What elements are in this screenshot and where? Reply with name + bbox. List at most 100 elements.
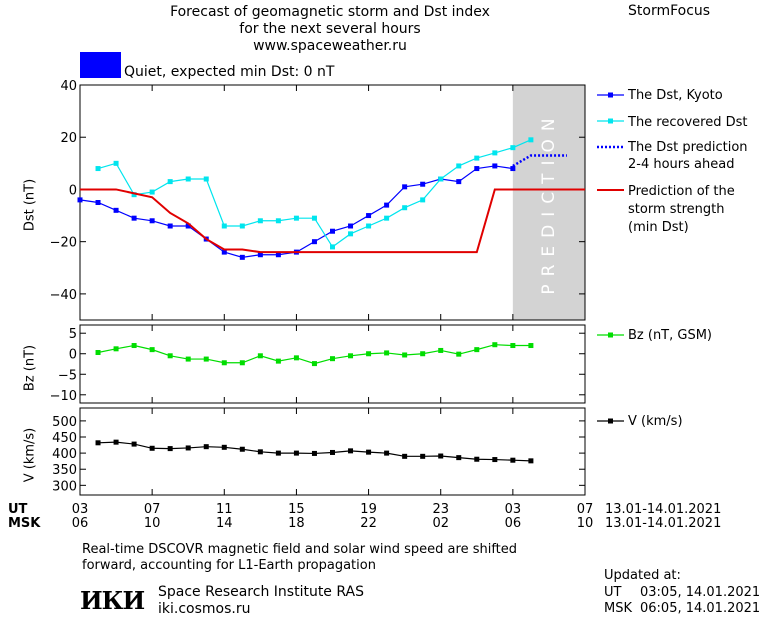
- bz-series-0-point: [149, 347, 155, 353]
- dst-series-1-point: [311, 215, 317, 221]
- dst-series-1-point: [185, 176, 191, 182]
- institute-site[interactable]: iki.cosmos.ru: [158, 601, 251, 617]
- dst-y-tick-label: 20: [60, 131, 77, 146]
- bz-series-0-point: [311, 361, 317, 367]
- legend-dst: The Dst, Kyoto: [628, 88, 723, 103]
- dst-series-1-point: [456, 163, 462, 169]
- legend-v: V (km/s): [628, 414, 683, 429]
- dst-series-1-point: [528, 137, 534, 143]
- dst-legend-marker: [608, 92, 613, 98]
- bz-legend-marker: [608, 332, 613, 338]
- dst-y-tick-label: 0: [69, 183, 77, 198]
- dst-series-1-point: [149, 189, 155, 195]
- v-series-0-point: [131, 441, 137, 447]
- v-series-0-point: [528, 458, 534, 464]
- msk-tick-label: 10: [144, 516, 161, 531]
- bz-series-0-point: [330, 356, 335, 362]
- updated-ut-label: UT: [604, 585, 622, 600]
- ut-tick-label: 19: [360, 502, 377, 517]
- status-color-swatch: [80, 52, 121, 78]
- dst-series-1-point: [330, 244, 335, 250]
- v-y-tick-label: 450: [52, 431, 77, 446]
- v-series-0-point: [330, 449, 335, 455]
- v-series-0-point: [474, 456, 480, 462]
- msk-tick-label: 06: [72, 516, 89, 531]
- bz-y-tick-label: −5: [58, 368, 77, 383]
- dst-y-tick-label: −40: [50, 288, 77, 303]
- bz-y-tick-label: −10: [50, 389, 77, 404]
- bz-series-0-point: [95, 350, 101, 356]
- bz-plot-frame: [79, 324, 586, 404]
- bz-series-0-point: [221, 360, 227, 366]
- dst-series-0-point: [474, 166, 480, 172]
- msk-tick-label: 06: [505, 516, 522, 531]
- bz-series-0-point: [348, 353, 354, 359]
- dst-y-tick-label: 40: [60, 79, 77, 94]
- status-label: Quiet, expected min Dst: 0 nT: [124, 64, 335, 80]
- updated-label: Updated at:: [604, 568, 681, 583]
- bz-series-0-point: [528, 343, 534, 349]
- dst-series-1-point: [474, 155, 480, 161]
- dst-series-1-point: [95, 166, 101, 172]
- bz-series-0-point: [131, 343, 137, 349]
- dst-series-1-point: [293, 215, 299, 221]
- dst-series-0-point: [257, 252, 263, 258]
- prediction-band: [512, 85, 585, 320]
- dst-series-0-point: [420, 181, 426, 187]
- dst-series-0-point: [402, 184, 408, 190]
- dst-series-1-point: [510, 145, 516, 151]
- bz-series-0-point: [203, 356, 209, 362]
- ut-tick-label: 23: [432, 502, 449, 517]
- ut-tick-label: 11: [216, 502, 233, 517]
- msk-tick-label: 22: [360, 516, 377, 531]
- iki-logo: ИКИ: [80, 586, 145, 615]
- dst-y-tick-label: −20: [50, 236, 77, 251]
- v-plot-frame: [79, 407, 586, 496]
- bz-series-0-point: [492, 342, 498, 348]
- bz-axis-label: Bz (nT): [22, 344, 38, 392]
- v-series-0-point: [239, 446, 245, 452]
- ut-row-label: UT: [8, 502, 28, 517]
- dst-series-0-point: [95, 200, 101, 205]
- legend-prediction-2: 2-4 hours ahead: [628, 157, 735, 172]
- chart-title: Forecast of geomagnetic storm and Dst in…: [170, 4, 490, 20]
- v-y-tick-label: 300: [52, 479, 77, 494]
- dst-series-0-line: [79, 165, 513, 258]
- v-y-tick-label: 400: [52, 447, 77, 462]
- bz-y-tick-label: 0: [69, 348, 77, 363]
- v-series-0-point: [510, 457, 516, 463]
- legend-strength-2: storm strength: [628, 202, 725, 217]
- ut-tick-label: 03: [72, 502, 89, 517]
- bz-series-0-point: [257, 353, 263, 359]
- dst-series-1-point: [492, 150, 498, 156]
- legend-strength-3: (min Dst): [628, 220, 689, 235]
- chart-subtitle: for the next several hours: [239, 21, 421, 37]
- dst-series-1-point: [221, 223, 227, 229]
- dst-series-0-point: [366, 213, 372, 219]
- institute-name: Space Research Institute RAS: [158, 584, 364, 600]
- legend-bz: Bz (nT, GSM): [628, 328, 713, 343]
- v-y-tick-label: 500: [52, 415, 77, 430]
- dst-series-1-point: [384, 215, 390, 221]
- dst-series-0-point: [131, 215, 137, 221]
- bz-series-0-point: [456, 351, 462, 357]
- msk-tick-label: 02: [432, 516, 449, 531]
- v-series-0-point: [348, 448, 354, 454]
- v-series-0-point: [185, 445, 191, 451]
- source-url[interactable]: www.spaceweather.ru: [253, 38, 407, 54]
- propagation-note-1: Real-time DSCOVR magnetic field and sola…: [82, 542, 518, 557]
- v-series-0-point: [492, 457, 498, 463]
- dst-series-0-point: [510, 166, 516, 172]
- bz-series-0-line: [97, 344, 531, 365]
- dst-series-1-line: [97, 139, 532, 248]
- bz-series-0-point: [384, 350, 390, 356]
- legend-prediction-1: The Dst prediction: [628, 140, 748, 155]
- dst-series-0-point: [167, 223, 173, 229]
- msk-tick-label: 14: [216, 516, 233, 531]
- dst-series-1-point: [203, 176, 209, 182]
- ut-tick-label: 07: [144, 502, 161, 517]
- msk-date-range: 13.01-14.01.2021: [605, 516, 722, 531]
- recovered-legend-marker: [608, 118, 613, 124]
- brand-label: StormFocus: [628, 3, 711, 19]
